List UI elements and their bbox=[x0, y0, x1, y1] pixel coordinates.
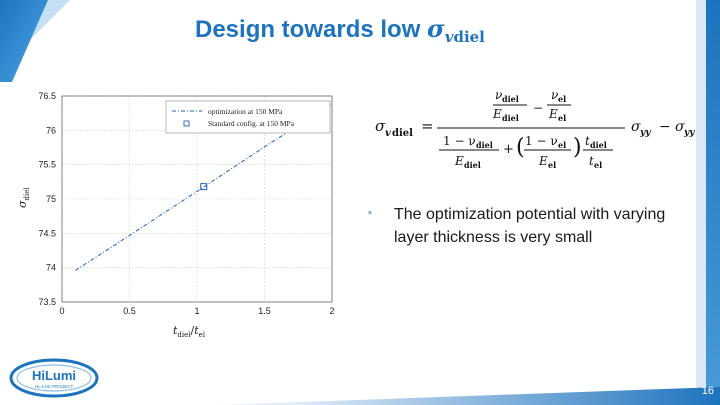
bullet-text: The optimization potential with varying … bbox=[394, 206, 666, 246]
formula-den-term1-sub: diel bbox=[476, 140, 493, 150]
slide-title-sigma: σ bbox=[427, 14, 445, 43]
y-axis-label-sigma: σ bbox=[16, 200, 29, 208]
bullet-marker: ▪ bbox=[368, 207, 372, 219]
x-tick-label: 0.5 bbox=[123, 306, 136, 316]
formula-den-t1-sub: diel bbox=[590, 140, 607, 150]
formula-paren-open: ( bbox=[516, 135, 525, 160]
formula-den-term2: 1 − ν bbox=[525, 134, 558, 148]
page-number: 16 bbox=[701, 385, 714, 397]
formula-num-E1: E bbox=[492, 107, 502, 121]
logo-wordmark: HiLumi bbox=[32, 368, 76, 383]
stress-formula: σ v diel = ν diel E diel − ν el E el 1 −… bbox=[375, 88, 695, 170]
x-axis-label-t2: t bbox=[194, 324, 199, 337]
formula-num-nu1: ν bbox=[495, 88, 502, 102]
y-tick-label: 76 bbox=[46, 125, 56, 135]
legend-marker-swatch bbox=[183, 120, 190, 127]
formula-lhs-sigma: σ bbox=[375, 117, 386, 135]
logo-inner-ring bbox=[16, 364, 92, 392]
x-tick-labels: 0 0.5 1 1.5 2 bbox=[59, 306, 334, 316]
formula-num-minus: − bbox=[533, 101, 543, 115]
x-axis-label-t1: t bbox=[173, 324, 178, 337]
formula-lhs-sub: diel bbox=[392, 128, 413, 139]
slide-title-text: Design towards low bbox=[195, 16, 428, 43]
x-tick-label: 1.5 bbox=[258, 306, 271, 316]
hilumi-logo: HiLumi HL-LHC PROJECT bbox=[9, 358, 99, 398]
x-tick-label: 1 bbox=[194, 306, 199, 316]
x-axis-label: tdiel/tel bbox=[173, 324, 206, 339]
series-point-standard-config bbox=[200, 183, 208, 191]
formula-num-nu2: ν bbox=[551, 88, 558, 102]
y-tick-label: 76.5 bbox=[38, 91, 56, 101]
formula-den-term1: 1 − ν bbox=[443, 134, 476, 148]
formula-sigma-yy2-sub: yy bbox=[683, 128, 695, 138]
x-axis-label-slash: / bbox=[191, 324, 195, 337]
logo-ring bbox=[9, 358, 99, 398]
legend-label-optimization: optimization at 150 MPa bbox=[208, 107, 283, 116]
formula-den-t2: t bbox=[589, 154, 594, 168]
formula-rhs-minus: − bbox=[659, 119, 671, 135]
formula-num-nu1-sub: diel bbox=[502, 94, 519, 104]
formula-sigma-yy: σ bbox=[631, 119, 641, 135]
formula-den-term2-sub: el bbox=[558, 140, 566, 150]
y-tick-label: 74.5 bbox=[38, 228, 56, 238]
x-tick-label: 2 bbox=[329, 306, 334, 316]
formula-sigma-yy2: σ bbox=[675, 119, 685, 135]
formula-num-E2-sub: el bbox=[558, 113, 566, 123]
x-axis-label-sub2: el bbox=[199, 331, 206, 339]
formula-sigma-yy-sub: yy bbox=[639, 128, 651, 138]
formula-den-E2-sub: el bbox=[548, 160, 556, 170]
right-edge-accent-light bbox=[696, 0, 706, 405]
formula-den-plus: + bbox=[503, 142, 514, 157]
stress-chart: 73.5 74 74.5 75 75.5 76 76.5 0 0.5 1 1.5 2 optimiz… bbox=[16, 91, 335, 339]
plot-frame bbox=[61, 95, 333, 303]
legend-box bbox=[165, 100, 331, 134]
formula-den-E2: E bbox=[538, 154, 548, 168]
formula-num-E1-sub: diel bbox=[502, 113, 519, 123]
y-axis-label-sub: diel bbox=[23, 187, 31, 201]
slide-title-sub-diel: diel bbox=[453, 28, 485, 46]
x-axis-label-sub1: diel bbox=[177, 331, 191, 339]
formula-den-E1: E bbox=[454, 154, 464, 168]
formula-den-E1-sub: diel bbox=[464, 160, 481, 170]
bottom-accent bbox=[216, 387, 720, 405]
formula-den-t1: t bbox=[585, 134, 590, 148]
legend-label-standard: Standard config. at 150 MPa bbox=[208, 119, 295, 128]
right-edge-accent bbox=[706, 0, 720, 405]
formula-num-E2: E bbox=[548, 107, 558, 121]
chart-legend: optimization at 150 MPa Standard config.… bbox=[165, 100, 331, 134]
y-tick-label: 73.5 bbox=[38, 297, 56, 307]
y-tick-label: 75.5 bbox=[38, 160, 56, 170]
formula-num-nu2-sub: el bbox=[558, 94, 566, 104]
formula-paren-close: ) bbox=[573, 135, 582, 160]
formula-den-t2-sub: el bbox=[594, 160, 602, 170]
y-tick-labels: 73.5 74 74.5 75 75.5 76 76.5 bbox=[38, 91, 56, 307]
x-tick-label: 0 bbox=[59, 306, 64, 316]
formula-equals: = bbox=[421, 117, 434, 135]
corner-accent-band bbox=[0, 0, 48, 82]
formula-lhs-sub-v: v bbox=[385, 128, 391, 139]
y-tick-label: 75 bbox=[46, 194, 56, 204]
y-tick-label: 74 bbox=[46, 263, 56, 273]
logo-subtitle: HL-LHC PROJECT bbox=[35, 384, 74, 389]
slide-title-sub-v: v bbox=[444, 28, 454, 46]
slide-title: Design towards low σvdiel bbox=[195, 14, 485, 46]
y-axis-label: σdiel bbox=[16, 187, 31, 208]
